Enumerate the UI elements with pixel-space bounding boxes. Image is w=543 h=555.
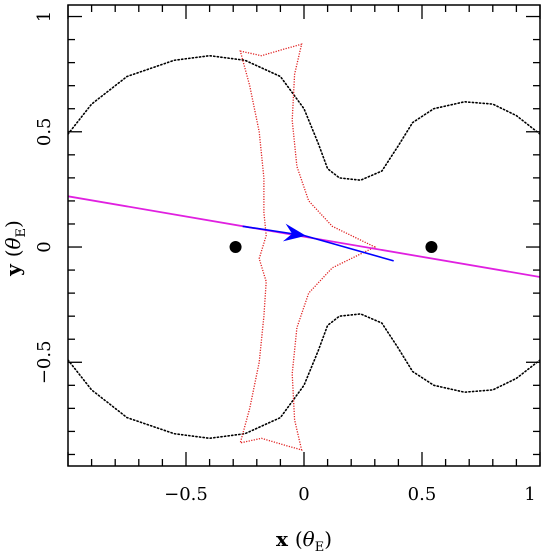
x-tick-labels: −0.5 0 0.5 1 <box>164 484 536 505</box>
blue-arrowhead <box>282 223 306 242</box>
critical-curve-upper <box>68 54 540 182</box>
blue-arrow-tail <box>303 234 394 262</box>
y-tick-label: −0.5 <box>34 340 55 384</box>
y-axis-label: y (θE) <box>1 220 29 277</box>
y-tick-label: 0.5 <box>34 117 55 146</box>
y-axis-variable: y <box>1 263 25 277</box>
y-axis-open-paren: ( <box>1 249 25 257</box>
x-axis-unit-subscript: E <box>315 540 325 555</box>
y-axis-unit-symbol: θ <box>1 237 25 249</box>
y-tick-label: 1 <box>34 11 55 22</box>
critical-curve-lower <box>68 313 540 440</box>
x-axis-label: x (θE) <box>276 527 332 555</box>
y-tick-label: 0 <box>34 241 55 252</box>
y-tick-labels: −0.5 0 0.5 1 <box>34 11 55 384</box>
x-tick-label: −0.5 <box>164 484 208 505</box>
x-axis-open-paren: ( <box>295 527 303 551</box>
x-axis-unit-symbol: θ <box>303 527 315 551</box>
x-axis-variable: x <box>276 527 289 551</box>
axis-ticks <box>67 5 541 466</box>
lens-point-1 <box>229 241 242 254</box>
caustic-curve <box>239 43 377 451</box>
y-axis-unit-subscript: E <box>14 228 29 238</box>
x-axis-close-paren: ) <box>324 527 332 551</box>
x-tick-label: 0.5 <box>408 484 437 505</box>
source-trajectory-line <box>68 195 540 278</box>
y-axis-close-paren: ) <box>1 220 25 228</box>
lens-point-2 <box>425 241 438 254</box>
plot-area <box>68 43 540 451</box>
x-tick-label: 1 <box>524 484 535 505</box>
x-tick-label: 0 <box>298 484 309 505</box>
